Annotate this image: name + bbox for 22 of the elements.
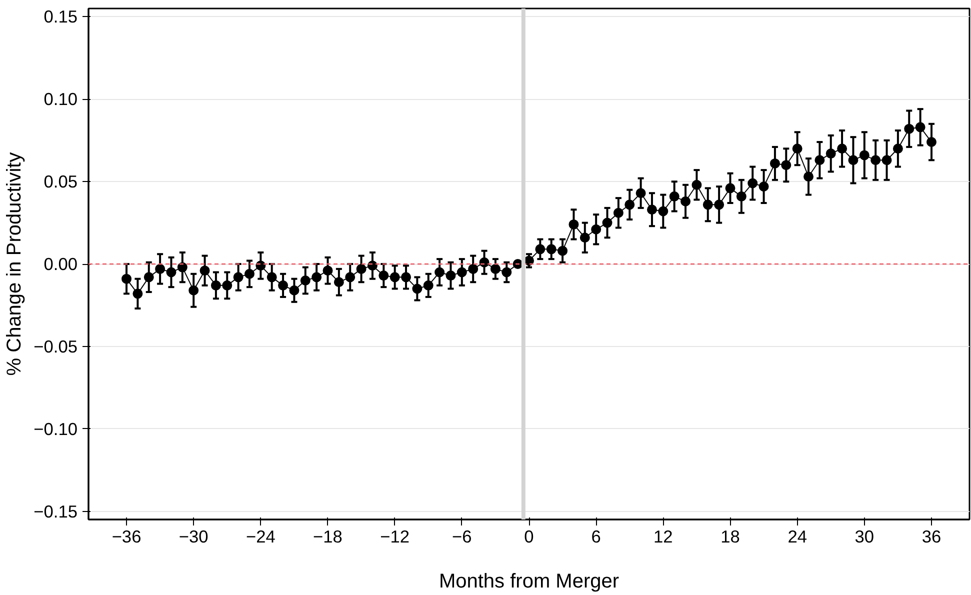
- y-tick-label: −0.05: [34, 336, 78, 356]
- x-tick-label: −12: [380, 526, 410, 546]
- y-tick-label: 0.10: [44, 89, 78, 110]
- y-tick-label: −0.10: [34, 418, 78, 439]
- x-tick-label: −6: [452, 526, 472, 546]
- x-axis-title: Months from Merger: [438, 570, 620, 592]
- x-tick-label: −18: [313, 526, 342, 546]
- y-tick-label: 0.00: [44, 254, 78, 274]
- x-tick-label: 36: [922, 526, 942, 546]
- x-tick-label: 24: [788, 526, 808, 546]
- x-tick-label: −24: [246, 526, 276, 546]
- x-tick-label: 12: [654, 526, 673, 546]
- x-tick-label: 6: [591, 526, 601, 546]
- x-tick-label: −30: [178, 526, 208, 546]
- x-tick-label: 30: [854, 526, 874, 546]
- y-axis-title: % Change in Productivity: [4, 152, 26, 376]
- y-tick-label: 0.15: [44, 6, 78, 27]
- x-tick-label: 0: [524, 526, 534, 546]
- y-tick-label: −0.15: [34, 501, 78, 522]
- x-tick-label: −36: [112, 526, 142, 546]
- y-tick-label: 0.05: [44, 172, 78, 192]
- x-tick-label: 18: [720, 526, 740, 546]
